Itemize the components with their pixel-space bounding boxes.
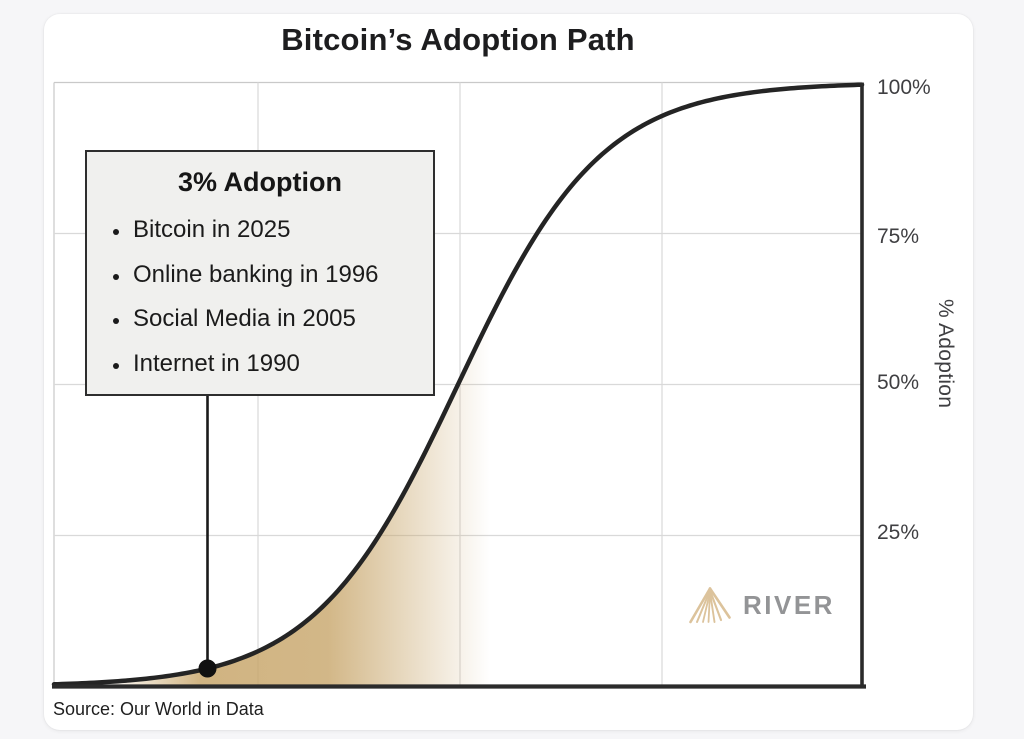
y-axis-title: % Adoption (934, 299, 957, 409)
annotation-item-internet: Internet in 1990 (131, 342, 433, 387)
ytick-50: 50% (877, 371, 920, 394)
annotation-item-online-banking: Online banking in 1996 (131, 253, 433, 298)
annotation-item-social-media: Social Media in 2005 (131, 297, 433, 342)
marker-dot-3pct (198, 659, 217, 678)
river-logo-text: RIVER (743, 589, 835, 620)
river-logo-icon (689, 587, 731, 624)
source-note: Source: Our World in Data (53, 699, 264, 719)
ytick-75: 75% (877, 225, 920, 248)
adoption-s-curve (51, 82, 865, 687)
chart-title: Bitcoin’s Adoption Path (281, 22, 635, 57)
annotation-item-bitcoin: Bitcoin in 2025 (131, 208, 433, 253)
ytick-25: 25% (877, 521, 920, 544)
annotation-box: 3% Adoption Bitcoin in 2025 Online banki… (85, 150, 435, 396)
ytick-100: 100% (877, 76, 931, 99)
annotation-list: Bitcoin in 2025 Online banking in 1996 S… (87, 208, 433, 386)
annotation-title: 3% Adoption (178, 167, 342, 197)
river-watermark: RIVER (688, 586, 835, 624)
